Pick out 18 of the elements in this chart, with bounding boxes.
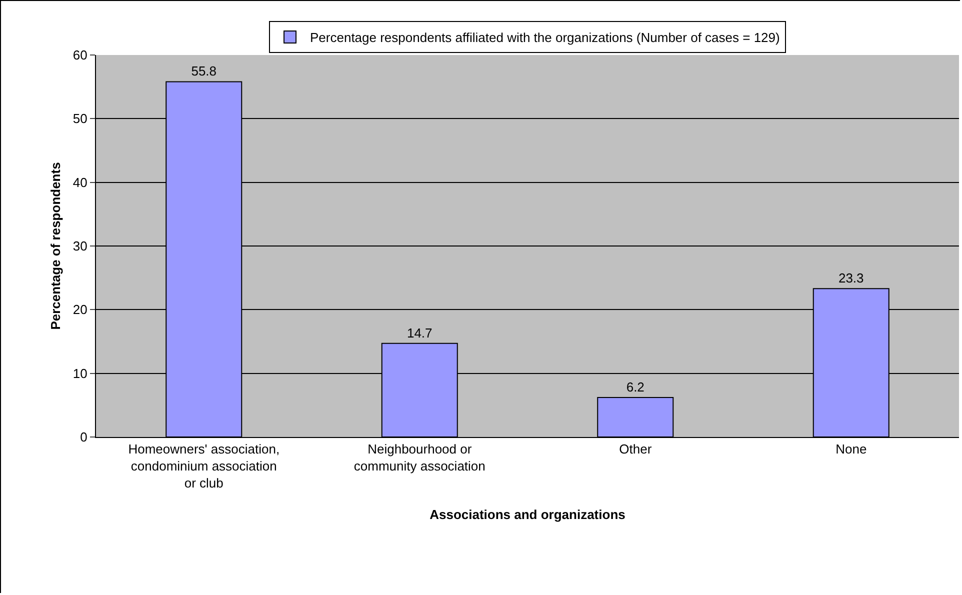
data-label: 14.7 — [406, 325, 432, 340]
y-tick-label: 50 — [72, 111, 88, 126]
y-tick-label: 20 — [72, 302, 88, 318]
y-tick-label: 10 — [72, 366, 88, 381]
y-tick-label: 40 — [72, 174, 88, 190]
y-tick-label: 30 — [72, 238, 88, 254]
y-tick-label: 60 — [72, 48, 88, 63]
x-tick-label: Other — [619, 442, 652, 457]
x-axis-title: Associations and organizations — [430, 507, 626, 522]
x-tick-label: None — [836, 442, 867, 457]
data-label: 6.2 — [626, 380, 644, 395]
x-tick-label: Neighbourhood or community association — [354, 442, 486, 474]
data-label: 23.3 — [838, 270, 864, 286]
legend-label: Percentage respondents affiliated with the organizations (Number of cases = 129) — [310, 30, 780, 46]
y-tick-label: 0 — [80, 430, 88, 445]
data-label: 55.8 — [191, 64, 217, 79]
x-tick-label: Homeowners' association, condominium association or club — [128, 442, 280, 490]
y-axis-title: Percentage of respondents — [48, 162, 63, 330]
